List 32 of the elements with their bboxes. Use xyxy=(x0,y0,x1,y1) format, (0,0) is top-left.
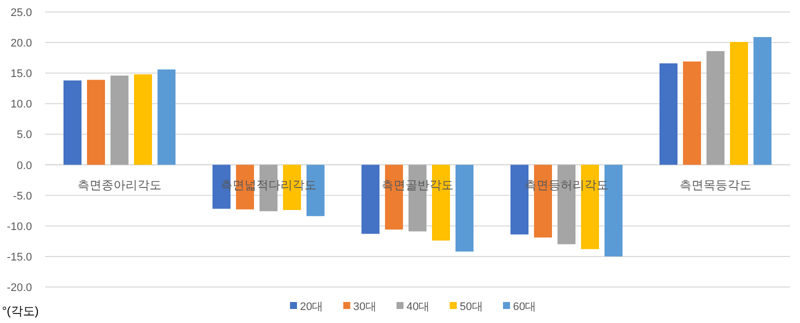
bar xyxy=(754,37,772,165)
legend-label: 20대 xyxy=(300,301,324,313)
y-tick-label: -10.0 xyxy=(6,220,32,233)
bar xyxy=(706,51,724,165)
y-axis-title: °(각도) xyxy=(2,304,39,318)
y-tick-label: 0.0 xyxy=(16,160,32,172)
bar xyxy=(110,76,128,165)
legend-label: 40대 xyxy=(406,301,430,313)
y-tick-label: 5.0 xyxy=(16,129,32,142)
bar xyxy=(683,62,701,165)
y-tick-label: -20.0 xyxy=(6,282,32,294)
bar xyxy=(362,164,380,234)
y-tick-label: -15.0 xyxy=(6,251,32,264)
legend-label: 30대 xyxy=(353,301,376,313)
bar xyxy=(64,80,82,165)
bar xyxy=(660,63,678,165)
y-tick-label: -5.0 xyxy=(13,190,32,202)
y-tick-label: 20.0 xyxy=(10,38,32,50)
bar xyxy=(456,164,474,252)
bar xyxy=(158,69,176,165)
bar xyxy=(134,74,152,165)
bar xyxy=(730,42,748,165)
y-tick-label: 10.0 xyxy=(10,98,32,111)
y-tick-label: 15.0 xyxy=(10,68,32,80)
bar xyxy=(87,80,105,165)
legend-label: 60대 xyxy=(513,301,536,313)
x-tick-label: 측면목등각도 xyxy=(680,178,752,192)
legend-label: 50대 xyxy=(460,301,483,313)
x-tick-label: 측면종아리각도 xyxy=(78,178,162,192)
x-tick-label: 측면등허리각도 xyxy=(524,178,608,192)
x-tick-label: 측면넓적다리각도 xyxy=(220,178,316,192)
y-tick-label: 25.0 xyxy=(10,7,32,19)
